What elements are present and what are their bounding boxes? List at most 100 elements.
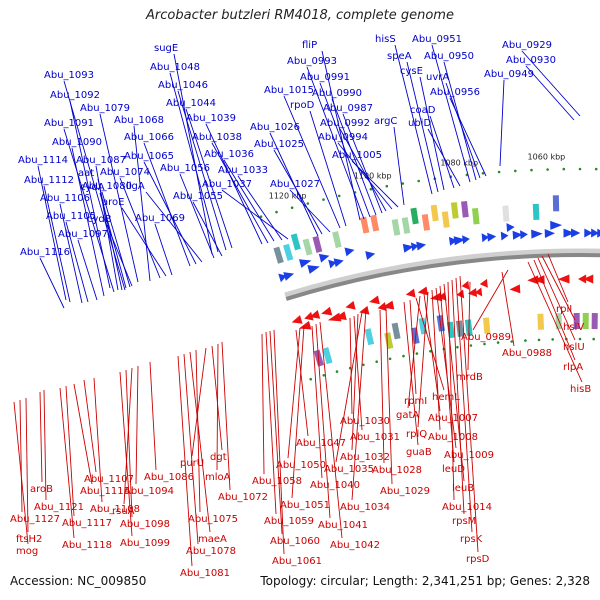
reverse-gene-label: Abu_1007 xyxy=(428,413,478,424)
blue-callout-line xyxy=(185,108,233,249)
forward-gene-arrow xyxy=(597,228,600,238)
backbone-shadow xyxy=(284,248,600,300)
red-callout-line xyxy=(407,295,421,409)
reverse-gene-label: Abu_1086 xyxy=(144,472,194,483)
red-callout-line xyxy=(547,253,569,303)
forward-gene-label: Abu_1015 xyxy=(264,85,314,96)
reverse-gene-label: Abu_1051 xyxy=(280,500,330,511)
blue-callout-line xyxy=(121,207,167,277)
red-callout-line xyxy=(123,367,133,505)
ruler-dot xyxy=(385,184,389,188)
blue-callout-line xyxy=(133,125,151,282)
blue-callout-line xyxy=(221,189,289,240)
red-callout-line xyxy=(541,255,576,321)
feature-block xyxy=(502,205,510,222)
feature-block xyxy=(401,217,411,234)
reverse-gene-label: Abu_1121 xyxy=(34,502,84,513)
reverse-gene-label: Abu_1042 xyxy=(330,540,380,551)
blue-callout-line xyxy=(223,159,275,242)
reverse-gene-label: mloA xyxy=(205,472,231,483)
forward-gene-label: aroE xyxy=(102,197,124,208)
reverse-gene-label: leuD xyxy=(442,464,465,475)
forward-gene-label: Abu_1116 xyxy=(20,247,70,258)
forward-gene-label: Abu_1079 xyxy=(80,103,130,114)
reverse-gene-label: Abu_1041 xyxy=(318,520,368,531)
forward-gene-label: Abu_1055 xyxy=(173,191,223,202)
reverse-gene-label: Abu_1032 xyxy=(340,452,390,463)
red-callout-line xyxy=(447,281,455,501)
forward-gene-arrow xyxy=(512,230,523,240)
reverse-gene-label: mrdB xyxy=(456,372,483,383)
blue-callout-line xyxy=(342,113,383,214)
reverse-gene-label: Abu_1098 xyxy=(120,519,170,530)
topology-label: Topology: circular; Length: 2,341,251 bp… xyxy=(260,574,590,588)
forward-gene-label: Abu_1066 xyxy=(124,132,174,143)
inner-ring-dot xyxy=(429,349,432,353)
forward-gene-label: rpoD xyxy=(290,100,315,111)
reverse-gene-arrow xyxy=(405,288,416,298)
forward-gene-label: Abu_1087 xyxy=(76,155,126,166)
ruler-label: 1120 kbp xyxy=(269,192,307,201)
reverse-gene-label: Abu_1031 xyxy=(350,432,400,443)
forward-gene-arrow xyxy=(531,229,543,239)
reverse-gene-label: Abu_1127 xyxy=(10,514,60,525)
red-callout-line xyxy=(59,387,75,539)
forward-gene-label: Abu_0949 xyxy=(484,69,534,80)
red-callout-line xyxy=(459,275,479,553)
red-callout-line xyxy=(216,343,219,471)
red-callout-line xyxy=(195,349,201,513)
blue-callout-line xyxy=(309,110,347,227)
reverse-gene-label: rsuA xyxy=(112,506,135,517)
forward-gene-label: Abu_0994 xyxy=(318,132,368,143)
forward-gene-arrow xyxy=(283,272,295,281)
reverse-gene-label: Abu_1094 xyxy=(124,486,174,497)
feature-block xyxy=(410,207,419,225)
reverse-gene-label: Abu_1081 xyxy=(180,568,230,579)
red-callout-line xyxy=(39,391,43,483)
forward-gene-arrow xyxy=(563,228,575,238)
inner-ring-dot xyxy=(322,374,326,377)
feature-block xyxy=(455,320,464,338)
reverse-gene-label: Abu_1029 xyxy=(380,486,430,497)
forward-gene-label: Abu_1092 xyxy=(50,90,100,101)
blue-callout-line xyxy=(59,203,83,304)
red-callout-line xyxy=(349,317,353,415)
reverse-gene-arrow xyxy=(557,274,570,284)
blue-callout-line xyxy=(429,115,455,189)
ruler-dot xyxy=(497,170,501,174)
blue-callout-line xyxy=(63,128,115,293)
blue-callout-line xyxy=(289,189,331,233)
blue-callout-line xyxy=(419,76,445,191)
inner-ring-dot xyxy=(375,360,379,364)
reverse-gene-arrow xyxy=(533,275,545,285)
forward-gene-label: speA xyxy=(387,51,412,62)
reverse-gene-label: hemL xyxy=(432,392,460,403)
forward-gene-label: Abu_0993 xyxy=(287,56,337,67)
reverse-gene-label: Abu_1050 xyxy=(276,460,326,471)
feature-block xyxy=(370,214,380,232)
blue-callout-line xyxy=(521,50,581,117)
forward-gene-label: aat xyxy=(78,168,94,179)
blue-callout-line xyxy=(283,95,341,229)
blue-callout-line xyxy=(99,113,139,283)
forward-gene-label: Abu_1106 xyxy=(40,193,90,204)
reverse-gene-label: rpsM xyxy=(452,516,476,527)
blue-callout-line xyxy=(205,123,263,245)
feature-block xyxy=(302,238,313,256)
forward-gene-label: coaD xyxy=(410,105,436,116)
forward-gene-label: Abu_1093 xyxy=(44,70,94,81)
ruler-dot xyxy=(337,194,341,198)
forward-gene-arrow xyxy=(544,229,555,239)
blue-callout-line xyxy=(143,142,191,267)
blue-callout-line xyxy=(77,239,98,301)
inner-ring-dot xyxy=(483,342,486,346)
forward-gene-label: uvrA xyxy=(426,72,449,83)
inner-ring-dot xyxy=(578,337,582,341)
forward-gene-label: Abu_0956 xyxy=(430,87,480,98)
forward-gene-arrow xyxy=(550,220,563,230)
forward-gene-label: Abu_1097 xyxy=(58,229,108,240)
blue-callout-line xyxy=(177,90,227,251)
ruler-dot xyxy=(594,167,598,171)
forward-gene-arrow xyxy=(584,228,593,238)
reverse-gene-arrow xyxy=(359,305,370,315)
